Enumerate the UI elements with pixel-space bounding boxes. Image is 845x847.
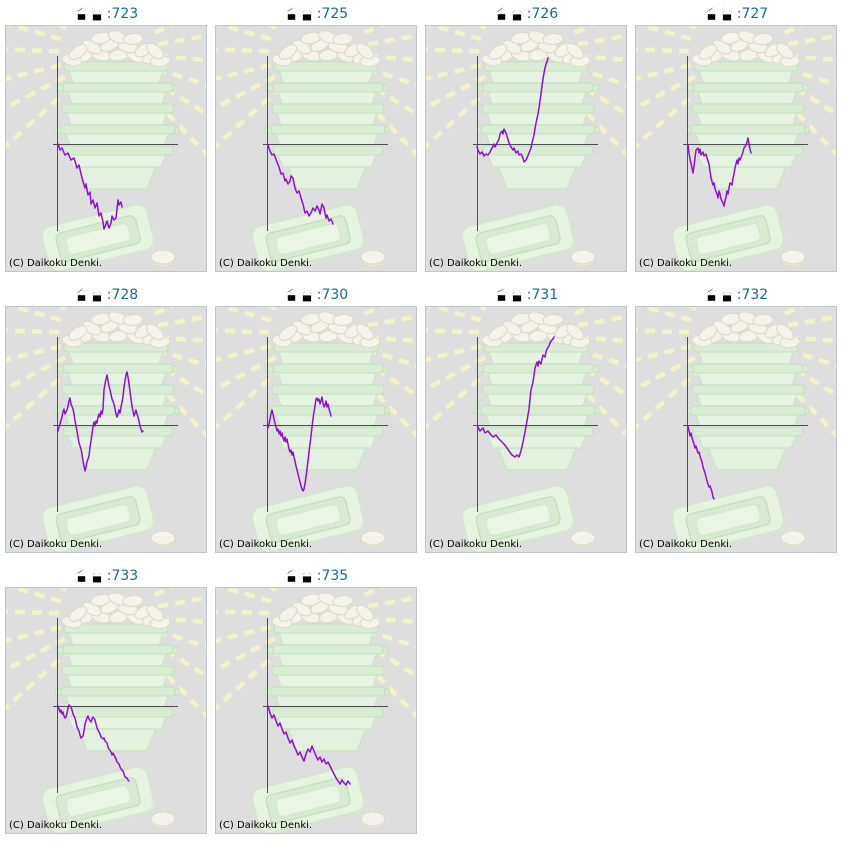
kanji-daiban-icon	[706, 6, 733, 21]
machine-number: :727	[736, 6, 769, 22]
machine-title[interactable]: :727	[635, 4, 837, 24]
machine-panel: :735 (C) Daikoku Denki.	[215, 566, 417, 834]
copyright-label: (C) Daikoku Denki.	[219, 820, 313, 831]
watermark-image	[426, 26, 626, 271]
kanji-daiban-icon	[496, 6, 523, 21]
machine-title[interactable]: :726	[425, 4, 627, 24]
machine-graph[interactable]: (C) Daikoku Denki.	[635, 306, 837, 553]
graph-svg	[636, 307, 836, 552]
copyright-label: (C) Daikoku Denki.	[9, 258, 103, 269]
machine-panel: :723 (C) Daikoku Denki.	[5, 4, 207, 272]
payout-line	[477, 336, 555, 458]
payout-line	[267, 144, 334, 225]
machine-graph[interactable]: (C) Daikoku Denki.	[215, 25, 417, 272]
kanji-daiban-icon	[496, 287, 523, 302]
machine-panel: :726 (C) Daikoku Denki.	[425, 4, 627, 272]
payout-line	[687, 137, 752, 207]
machine-number: :735	[316, 568, 349, 584]
graph-svg	[6, 307, 206, 552]
machine-panel: :730 (C) Daikoku Denki.	[215, 285, 417, 553]
kanji-daiban-icon	[286, 6, 313, 21]
machine-number: :728	[106, 287, 139, 303]
kanji-daiban-icon	[76, 6, 103, 21]
copyright-label: (C) Daikoku Denki.	[639, 539, 733, 550]
kanji-daiban-icon	[706, 287, 733, 302]
machine-panel: :731 (C) Daikoku Denki.	[425, 285, 627, 553]
watermark-image	[216, 26, 416, 271]
payout-line	[687, 425, 715, 500]
payout-line	[57, 704, 130, 782]
graph-svg	[636, 26, 836, 271]
machine-number: :732	[736, 287, 769, 303]
machine-number: :731	[526, 287, 559, 303]
kanji-daiban-icon	[286, 568, 313, 583]
watermark-image	[6, 26, 206, 271]
copyright-label: (C) Daikoku Denki.	[9, 820, 103, 831]
graph-svg	[6, 26, 206, 271]
machine-graph[interactable]: (C) Daikoku Denki.	[215, 306, 417, 553]
watermark-image	[216, 588, 416, 833]
machine-title[interactable]: :723	[5, 4, 207, 24]
machine-graph[interactable]: (C) Daikoku Denki.	[5, 25, 207, 272]
machine-number: :723	[106, 6, 139, 22]
machine-graph[interactable]: (C) Daikoku Denki.	[425, 25, 627, 272]
machine-number: :726	[526, 6, 559, 22]
machine-number: :733	[106, 568, 139, 584]
machine-title[interactable]: :725	[215, 4, 417, 24]
machine-panel: :732 (C) Daikoku Denki.	[635, 285, 837, 553]
copyright-label: (C) Daikoku Denki.	[219, 258, 313, 269]
watermark-image	[6, 307, 206, 552]
graph-svg	[6, 588, 206, 833]
machine-title[interactable]: :728	[5, 285, 207, 305]
machine-graph[interactable]: (C) Daikoku Denki.	[5, 306, 207, 553]
graph-svg	[426, 307, 626, 552]
kanji-daiban-icon	[76, 287, 103, 302]
machine-panel: :733 (C) Daikoku Denki.	[5, 566, 207, 834]
graph-svg	[216, 307, 416, 552]
machine-number: :730	[316, 287, 349, 303]
payout-line	[476, 57, 549, 163]
machine-graph[interactable]: (C) Daikoku Denki.	[5, 587, 207, 834]
machine-number: :725	[316, 6, 349, 22]
machine-title[interactable]: :732	[635, 285, 837, 305]
graph-svg	[216, 588, 416, 833]
graph-svg	[426, 26, 626, 271]
machine-graph[interactable]: (C) Daikoku Denki.	[215, 587, 417, 834]
payout-line	[57, 143, 123, 230]
machine-graph[interactable]: (C) Daikoku Denki.	[635, 25, 837, 272]
machine-title[interactable]: :730	[215, 285, 417, 305]
machine-panel: :728 (C) Daikoku Denki.	[5, 285, 207, 553]
machine-title[interactable]: :733	[5, 566, 207, 586]
machine-title[interactable]: :731	[425, 285, 627, 305]
copyright-label: (C) Daikoku Denki.	[639, 258, 733, 269]
payout-line	[267, 396, 332, 492]
payout-line	[267, 705, 351, 786]
graph-svg	[216, 26, 416, 271]
copyright-label: (C) Daikoku Denki.	[219, 539, 313, 550]
copyright-label: (C) Daikoku Denki.	[429, 258, 523, 269]
copyright-label: (C) Daikoku Denki.	[429, 539, 523, 550]
machine-title[interactable]: :735	[215, 566, 417, 586]
machine-graph[interactable]: (C) Daikoku Denki.	[425, 306, 627, 553]
machine-panel: :725 (C) Daikoku Denki.	[215, 4, 417, 272]
watermark-image	[216, 307, 416, 552]
machine-panel: :727 (C) Daikoku Denki.	[635, 4, 837, 272]
kanji-daiban-icon	[286, 287, 313, 302]
copyright-label: (C) Daikoku Denki.	[9, 539, 103, 550]
kanji-daiban-icon	[76, 568, 103, 583]
watermark-image	[636, 307, 836, 552]
watermark-image	[6, 588, 206, 833]
payout-line	[57, 371, 144, 472]
watermark-image	[636, 26, 836, 271]
